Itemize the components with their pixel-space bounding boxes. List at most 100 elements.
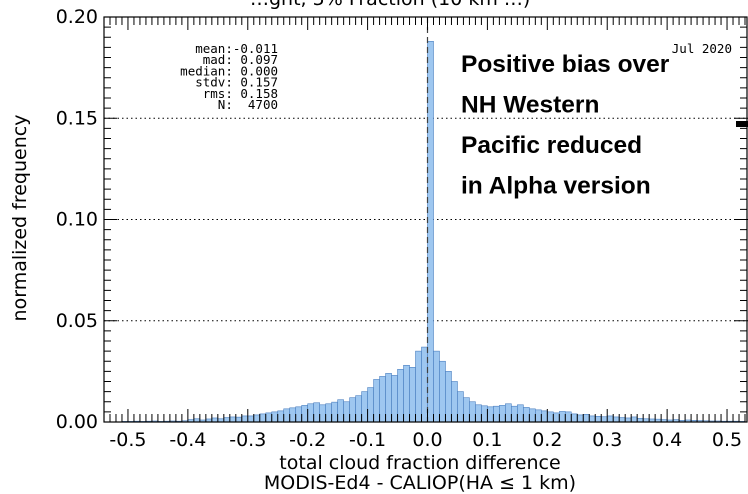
y-axis-title: normalized frequency xyxy=(9,115,31,322)
annotation-text: Positive bias over NH Western Pacific redu… xyxy=(461,51,670,200)
y-tick-label: 0.10 xyxy=(56,209,98,231)
histogram-bar xyxy=(505,403,512,423)
axis-ticks xyxy=(103,17,747,422)
edge-marker xyxy=(736,121,748,127)
histogram-bar xyxy=(463,397,470,423)
histogram-bar xyxy=(606,415,614,423)
histogram-bar xyxy=(307,403,314,423)
histogram-bar xyxy=(331,401,338,423)
x-tick-label: 0.2 xyxy=(532,429,562,451)
histogram-bar xyxy=(576,414,584,423)
histogram-bar xyxy=(600,416,608,423)
annotation-line: Pacific reduced xyxy=(461,132,642,159)
x-tick-label: -0.5 xyxy=(109,429,146,451)
histogram-bar xyxy=(397,369,404,423)
plot-frame xyxy=(103,16,748,423)
histogram-bar xyxy=(271,411,279,423)
chart-title-partial: …ght, 5% Fraction (10 km …) xyxy=(250,0,530,10)
x-tick-labels: -0.5 -0.4 -0.3 -0.2 -0.1 0.0 0.1 0.2 0.3 0.4 0.5 xyxy=(109,429,742,451)
stat-line: N: 4700 xyxy=(173,97,278,112)
histogram-bar xyxy=(391,375,398,423)
date-label: Jul 2020 xyxy=(672,41,732,56)
histogram-bar xyxy=(301,405,308,423)
stat-line: rms: 0.158 xyxy=(173,86,278,101)
histogram-bar xyxy=(433,350,440,423)
histogram-bar xyxy=(223,417,231,423)
x-tick-label: 0.3 xyxy=(592,429,622,451)
histogram-bar xyxy=(630,416,638,423)
histogram-bar xyxy=(421,346,428,423)
x-tick-label: -0.4 xyxy=(169,429,206,451)
histogram-bar xyxy=(379,376,386,423)
histogram-bar xyxy=(211,417,219,423)
histogram-bar xyxy=(588,415,596,423)
x-tick-label: 0.4 xyxy=(652,429,682,451)
histogram-bar xyxy=(624,417,632,423)
histogram-bar xyxy=(487,406,494,423)
stat-line: median: 0.000 xyxy=(173,63,278,78)
x-tick-label: -0.1 xyxy=(349,429,386,451)
histogram-bar xyxy=(493,405,500,423)
histogram-bar xyxy=(409,367,416,423)
histogram-bar xyxy=(457,391,464,423)
stat-line: mean:-0.011 xyxy=(173,41,278,56)
histogram-bar xyxy=(558,411,566,423)
histogram-bar xyxy=(241,415,249,423)
histogram-bar xyxy=(475,404,482,423)
histogram-bar xyxy=(373,379,380,423)
histogram-bar xyxy=(499,405,506,423)
histogram-bar xyxy=(415,350,422,423)
stat-line: stdv: 0.157 xyxy=(173,75,278,90)
histogram-bar xyxy=(511,405,518,423)
histogram-bar xyxy=(265,412,273,423)
y-tick-labels: 0.00 0.05 0.10 0.15 0.20 xyxy=(56,6,98,433)
histogram-bar xyxy=(541,410,548,423)
histogram-bar xyxy=(529,408,536,423)
histogram-bar xyxy=(247,415,255,423)
annotation-line: Positive bias over xyxy=(461,51,670,78)
histogram-bar xyxy=(343,401,350,423)
histogram-bar xyxy=(469,401,476,423)
annotation-line: in Alpha version xyxy=(461,173,651,200)
histogram-bar xyxy=(535,409,542,423)
y-tick-label: 0.00 xyxy=(56,411,98,433)
x-tick-label: 0.0 xyxy=(412,429,442,451)
histogram-bar xyxy=(367,387,374,423)
histogram-bar xyxy=(259,413,267,423)
histogram-bar xyxy=(582,414,590,423)
histogram-bar xyxy=(612,416,620,423)
histogram-bar xyxy=(481,405,488,423)
histogram-bar xyxy=(547,411,554,423)
histogram-bar xyxy=(523,407,530,423)
histogram-bar xyxy=(229,416,237,423)
histogram-bar xyxy=(349,397,356,423)
histogram-bar xyxy=(253,414,261,423)
x-axis-subtitle: MODIS-Ed4 - CALIOP(HA ≤ 1 km) xyxy=(264,472,576,494)
histogram-bar xyxy=(451,381,458,423)
histogram-bar xyxy=(439,360,446,423)
histogram-bar xyxy=(564,411,572,423)
x-axis-title: total cloud fraction difference xyxy=(279,452,560,474)
histogram-bar xyxy=(289,407,297,423)
stat-line: mad: 0.097 xyxy=(173,52,278,67)
histogram-bar xyxy=(361,391,368,423)
x-tick-label: 0.5 xyxy=(712,429,742,451)
histogram-bar xyxy=(295,406,302,423)
histogram-bar xyxy=(553,412,560,423)
x-tick-label: -0.2 xyxy=(289,429,326,451)
histogram-bar xyxy=(403,364,410,423)
histogram-bar xyxy=(325,403,332,423)
histogram-bar xyxy=(594,416,602,423)
histogram-bar xyxy=(445,371,452,423)
histogram-bar xyxy=(355,395,362,423)
histogram-bar xyxy=(385,373,392,423)
gridlines xyxy=(104,117,748,322)
histogram-bar xyxy=(313,402,320,423)
y-tick-label: 0.20 xyxy=(56,6,98,28)
histogram-bar xyxy=(277,410,285,423)
histogram-bar xyxy=(235,416,243,423)
histogram-bar xyxy=(427,40,434,423)
histogram-bar xyxy=(337,399,344,423)
histogram-bar xyxy=(283,408,291,423)
y-tick-label: 0.15 xyxy=(56,107,98,129)
